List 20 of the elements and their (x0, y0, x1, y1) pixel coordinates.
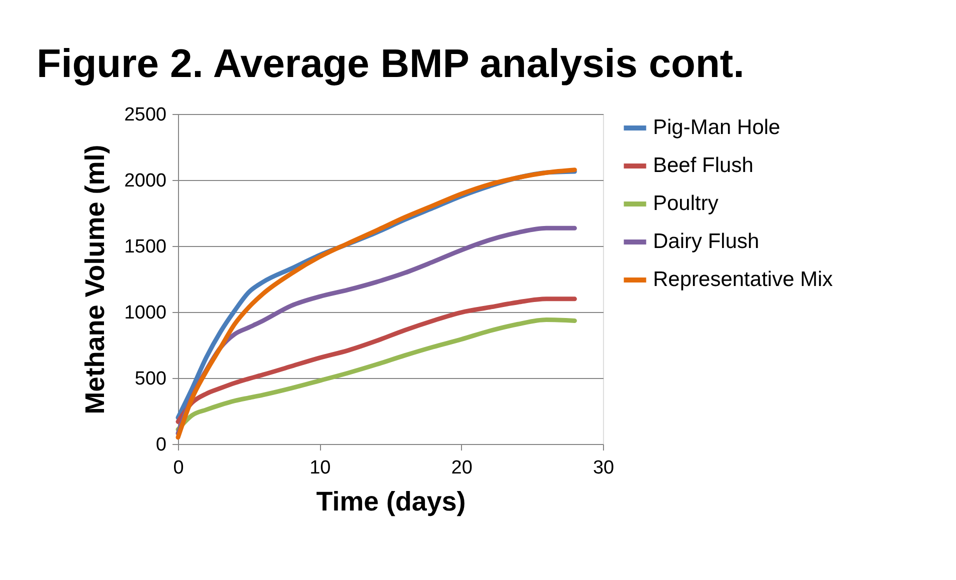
x-axis-title: Time (days) (316, 486, 466, 516)
y-tick-label: 2500 (124, 104, 166, 126)
x-tick-label: 10 (310, 458, 331, 478)
legend-label: Beef Flush (653, 154, 754, 177)
legend-label: Representative Mix (653, 268, 834, 291)
x-tick-label: 30 (592, 458, 614, 478)
x-tick-label: 20 (451, 458, 472, 478)
y-axis-title: Methane Volume (ml) (80, 144, 110, 414)
legend-label: Poultry (653, 192, 719, 215)
x-tick-label: 0 (173, 458, 184, 478)
y-tick-label: 0 (156, 434, 166, 456)
y-tick-label: 1500 (124, 236, 166, 258)
y-tick-label: 2000 (124, 170, 166, 192)
legend-label: Dairy Flush (653, 230, 760, 253)
y-tick-label: 1000 (124, 302, 166, 324)
chart-title: Figure 2. Average BMP analysis cont. (36, 42, 744, 86)
legend-label: Pig-Man Hole (653, 116, 780, 139)
line-series (176, 318, 577, 432)
y-tick-label: 500 (134, 368, 166, 390)
line-series (176, 296, 577, 424)
